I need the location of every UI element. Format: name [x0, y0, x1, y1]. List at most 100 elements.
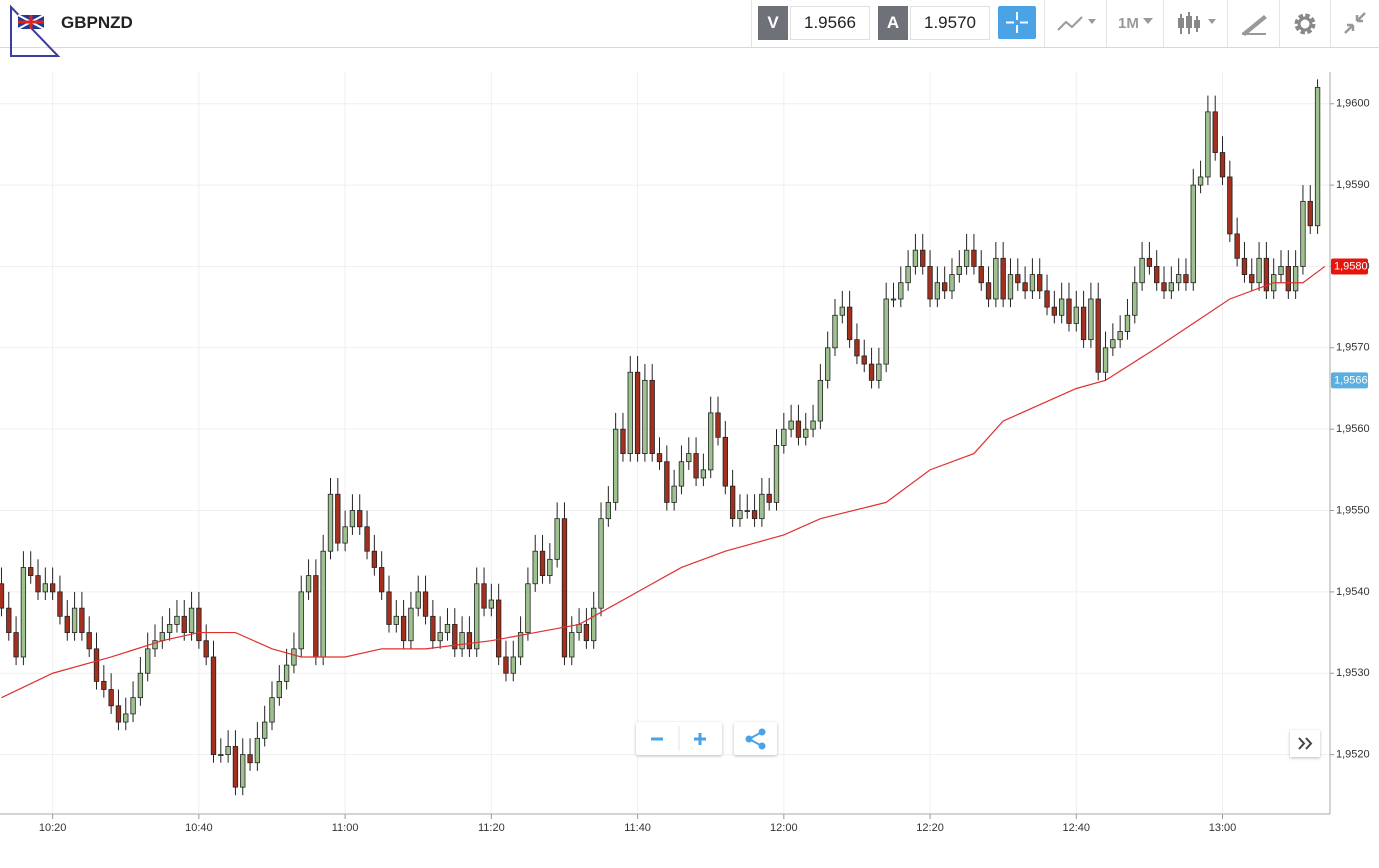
candle-body	[181, 615, 187, 633]
indicator-button[interactable]	[1050, 0, 1100, 47]
candle-body	[1051, 306, 1058, 316]
share-button[interactable]	[734, 722, 777, 755]
candle-body	[1219, 152, 1226, 178]
candle-body	[517, 632, 524, 658]
candle-body	[240, 754, 246, 788]
draw-icon[interactable]	[0, 0, 60, 58]
candle-body	[1015, 274, 1021, 284]
candle-body	[379, 567, 385, 593]
candle-body	[751, 510, 758, 520]
candle-body	[400, 615, 407, 642]
candle-body	[174, 615, 180, 625]
candle-body	[145, 648, 151, 674]
candle-body	[810, 420, 816, 430]
x-tick-label: 11:20	[478, 822, 505, 834]
candle-body	[554, 518, 560, 560]
candle-body	[166, 624, 173, 633]
y-tick-label: 1,9540	[1336, 586, 1370, 598]
candle-body	[525, 583, 531, 633]
candle-body	[57, 591, 63, 617]
x-tick-label: 11:00	[332, 822, 359, 834]
candle-body	[313, 575, 319, 658]
candle-body	[503, 656, 509, 674]
candle-body	[934, 282, 941, 300]
candle-body	[1227, 176, 1233, 235]
candle-body	[247, 754, 253, 764]
candle-body	[79, 607, 85, 633]
candle-body	[510, 656, 516, 674]
candle-body	[42, 583, 48, 593]
scroll-end-button[interactable]	[1290, 730, 1320, 757]
timeframe[interactable]: 1M	[1118, 15, 1139, 32]
candle-body	[722, 436, 728, 487]
symbol[interactable]: GBPNZD	[61, 13, 133, 32]
candle-body	[1000, 257, 1006, 300]
chart: 10:20 10:40 11:00 11:20 11:40 12:00 12:20 12:40…	[0, 72, 1370, 834]
candle-body	[115, 705, 122, 723]
x-tick-label: 12:00	[770, 822, 798, 834]
candle-body	[386, 591, 392, 625]
candle-body	[971, 249, 977, 267]
crosshair-button[interactable]	[998, 6, 1036, 39]
candle-body	[942, 282, 948, 292]
candle-body	[1154, 266, 1160, 284]
candle-body	[1066, 298, 1072, 324]
candle-body	[1175, 274, 1182, 284]
candle-body	[569, 632, 575, 658]
candle-body	[766, 493, 772, 503]
candle-body	[656, 453, 663, 463]
candle-body	[444, 624, 451, 633]
y-tick-label: 1,9590	[1336, 179, 1370, 191]
candle-body	[459, 632, 465, 650]
candle-body	[671, 485, 677, 503]
candle-body	[20, 567, 27, 658]
drawing-tools-button[interactable]	[1236, 0, 1276, 47]
candle-body	[612, 428, 619, 503]
candle-body	[759, 493, 765, 520]
candle-body	[729, 485, 736, 520]
scroll-icon	[1298, 737, 1313, 750]
candle-body	[883, 298, 889, 365]
candle-body	[108, 689, 114, 707]
ask-price[interactable]: 1.9570	[910, 6, 990, 40]
candle-body	[898, 282, 904, 300]
candle-body	[1263, 257, 1270, 292]
candle-body	[905, 266, 911, 284]
candle-body	[788, 420, 794, 430]
candle-body	[693, 453, 699, 479]
candle-body	[539, 550, 546, 577]
candle-body	[634, 371, 641, 454]
moving-average	[1, 265, 1326, 699]
candle-body	[817, 379, 824, 422]
candle-body	[700, 469, 707, 479]
collapse-button[interactable]	[1341, 9, 1371, 39]
candle-body	[93, 648, 100, 682]
candle-body	[576, 624, 582, 633]
candle-body	[320, 550, 326, 658]
share-icon	[745, 728, 766, 750]
candle-body	[1212, 111, 1218, 153]
settings-button[interactable]	[1290, 9, 1320, 39]
candle-body	[291, 648, 297, 666]
candle-body	[393, 615, 399, 625]
candle-body	[342, 526, 348, 544]
candle-body	[825, 347, 831, 381]
candle-body	[1197, 176, 1204, 186]
candle-body	[620, 428, 626, 454]
candle-body	[642, 379, 648, 454]
candle-body	[868, 363, 875, 381]
candle-body	[649, 379, 655, 454]
zoom-controls	[636, 722, 722, 755]
candle-body	[978, 266, 984, 284]
y-tick-label: 1,9520	[1336, 749, 1370, 761]
candle-body	[803, 428, 809, 438]
candle-body	[210, 656, 217, 756]
candle-body	[262, 721, 268, 739]
candle-body	[839, 306, 845, 316]
candle-body	[1124, 314, 1131, 332]
candle-body	[1110, 339, 1116, 349]
candle-body	[335, 493, 341, 544]
candle-body	[188, 607, 195, 633]
chart-type-button[interactable]	[1172, 0, 1222, 47]
bid-price[interactable]: 1.9566	[790, 6, 870, 40]
